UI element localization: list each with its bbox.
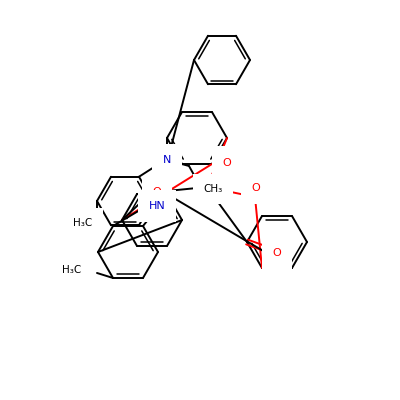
Text: O: O — [252, 183, 260, 193]
Text: N: N — [163, 155, 171, 165]
Text: O: O — [273, 248, 281, 258]
Text: CH₃: CH₃ — [203, 184, 223, 194]
Text: H₃C: H₃C — [62, 265, 81, 275]
Text: HN: HN — [149, 201, 165, 211]
Text: H₃C: H₃C — [73, 218, 93, 228]
Text: O: O — [223, 158, 231, 168]
Text: O: O — [153, 187, 161, 197]
